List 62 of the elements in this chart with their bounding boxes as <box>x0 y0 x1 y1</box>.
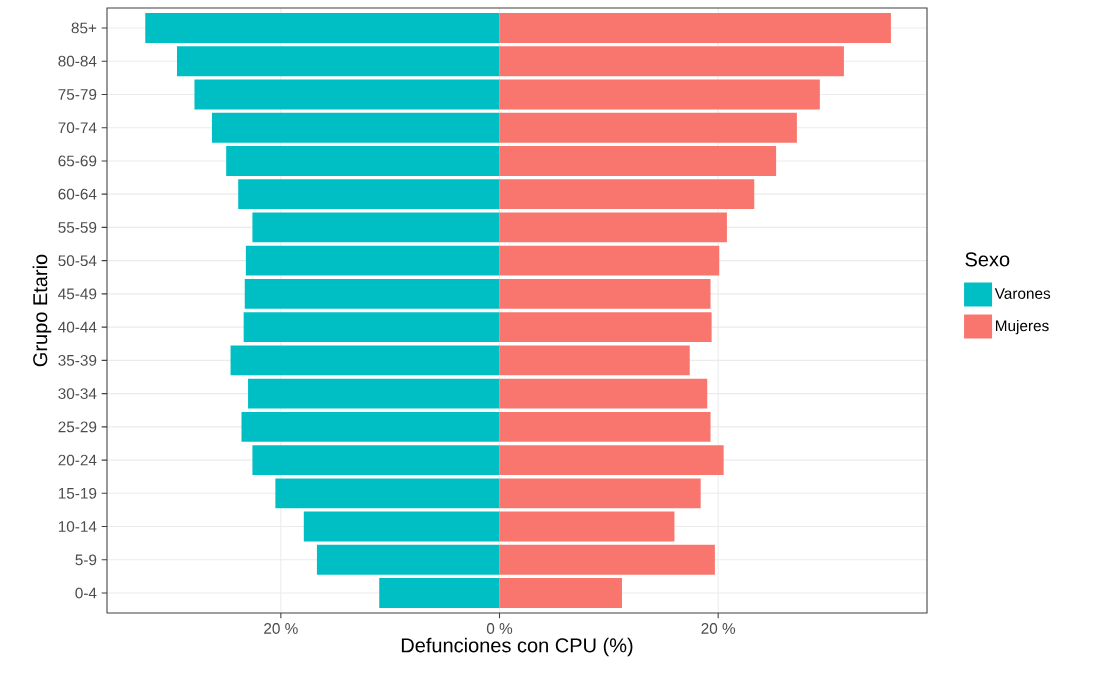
y-tick-label: 30-34 <box>58 388 97 400</box>
y-tick-label: 85+ <box>71 22 97 34</box>
y-tick-label: 80-84 <box>58 55 97 67</box>
bar <box>303 511 500 542</box>
bar <box>499 145 777 176</box>
bar <box>499 278 711 309</box>
y-tick-label: 55-59 <box>58 221 97 233</box>
y-tick-label: 50-54 <box>58 255 97 267</box>
bar <box>226 145 500 176</box>
y-tick-label: 35-39 <box>58 354 97 366</box>
bar <box>499 578 622 609</box>
bar <box>499 511 675 542</box>
x-tick-label: 0 % <box>486 623 513 634</box>
x-axis-title: Defunciones con CPU (%) <box>401 637 633 657</box>
legend-label: Mujeres <box>995 319 1049 335</box>
bar <box>145 12 500 43</box>
bar <box>248 378 500 409</box>
bar <box>499 46 844 77</box>
bar <box>499 112 797 143</box>
bar <box>499 212 727 243</box>
y-tick-label: 0-4 <box>75 587 97 599</box>
bar <box>241 411 500 442</box>
y-tick-label: 10-14 <box>58 521 97 532</box>
bar <box>230 345 500 376</box>
y-tick-label: 75-79 <box>58 89 97 100</box>
bar <box>194 79 500 110</box>
bar <box>499 544 715 575</box>
x-tick-label: 20 % <box>264 623 298 634</box>
bar <box>499 411 711 442</box>
bar <box>275 478 500 509</box>
bar <box>499 179 755 210</box>
y-tick-label: 20-24 <box>58 454 97 466</box>
y-tick-label: 40-44 <box>58 321 97 333</box>
bar <box>252 445 500 476</box>
legend-title: Sexo <box>965 252 1010 267</box>
bar <box>499 478 701 509</box>
y-axis-title: Grupo Etario <box>32 254 52 367</box>
bar <box>499 312 712 343</box>
x-tick-label: 20 % <box>701 623 736 634</box>
bar <box>316 544 500 575</box>
bar <box>244 278 500 309</box>
y-tick-label: 60-64 <box>58 188 97 200</box>
y-tick-label: 15-19 <box>58 487 97 499</box>
bar <box>499 12 891 43</box>
y-tick-label: 25-29 <box>58 421 97 433</box>
y-tick-label: 45-49 <box>58 288 97 300</box>
legend-label: Varones <box>994 288 1051 299</box>
y-tick-label: 70-74 <box>58 122 97 134</box>
bar <box>379 578 500 609</box>
bar <box>211 112 500 143</box>
bar <box>245 245 500 276</box>
bar <box>499 378 708 409</box>
bar <box>499 245 720 276</box>
bar <box>499 345 690 376</box>
bar <box>176 46 500 77</box>
bar <box>499 79 820 110</box>
y-tick-label: 65-69 <box>58 155 97 167</box>
y-tick-label: 5-9 <box>75 554 97 566</box>
bar <box>243 312 500 343</box>
bar <box>238 179 500 210</box>
bar <box>499 445 724 476</box>
bar <box>252 212 500 243</box>
